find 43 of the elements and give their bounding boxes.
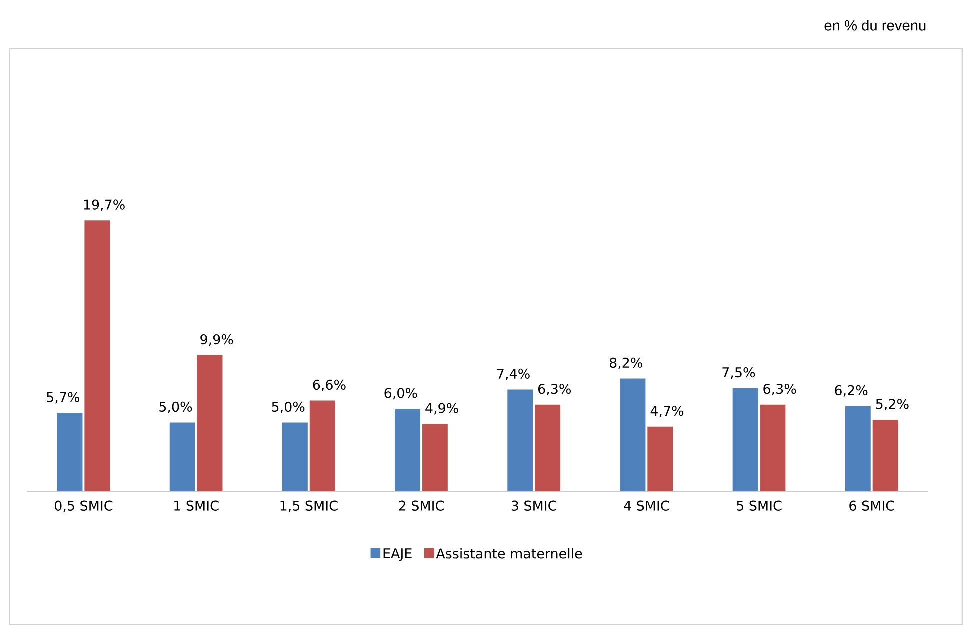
bar [282,422,308,492]
data-label: 8,2% [610,358,642,370]
x-tick-label: 1 SMIC [174,500,219,511]
data-label: 6,3% [764,384,796,396]
bar [508,390,534,492]
bar [310,400,336,492]
data-label: 5,7% [47,392,80,404]
data-label: 6,2% [835,385,868,397]
data-label: 6,6% [313,380,346,392]
data-label: 9,9% [200,334,234,346]
data-label: 4,9% [426,403,458,415]
data-label: 7,5% [722,367,756,379]
data-label: 6,3% [538,384,572,396]
data-label: 6,0% [384,388,418,400]
bar [197,355,223,492]
x-tick-label: 1,5 SMIC [280,500,338,512]
data-label: 5,0% [272,402,305,414]
bar [535,404,561,492]
bar [732,388,758,492]
bar [620,378,646,492]
data-label: 4,7% [650,406,684,418]
bar [760,404,786,492]
x-tick-label: 3 SMIC [512,500,557,511]
bar [648,426,674,492]
legend-label: Assistante maternelle [436,548,582,559]
bar [872,420,898,492]
bar [845,406,871,492]
bar [57,412,83,492]
data-label: 5,0% [160,402,192,414]
bar [170,422,196,492]
x-tick-label: 5 SMIC [737,500,782,511]
data-label: 7,4% [498,368,530,380]
bar [422,424,448,492]
x-tick-label: 0,5 SMIC [54,500,113,512]
chart-subtitle: en % du revenu [824,20,926,31]
data-label: 5,2% [876,398,909,411]
data-label: 19,7% [84,200,125,212]
x-tick-label: 6 SMIC [850,500,894,511]
legend-label: EAJE [384,548,412,561]
x-tick-label: 4 SMIC [624,500,670,511]
x-tick-label: 2 SMIC [399,500,444,511]
bar [84,220,110,492]
bar [395,408,421,492]
